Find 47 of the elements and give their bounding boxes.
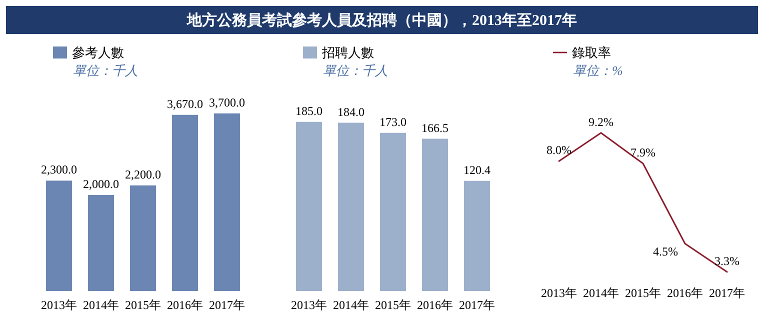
bar [296,122,322,291]
x-tick-label: 2013年 [291,298,327,312]
data-label: 3,670.0 [167,96,203,111]
text: 地方公務員考試參考人員及招聘（中國），2013年至2017年 [6,6,758,34]
data-label: 4.5% [653,244,678,259]
bar [172,114,198,291]
x-tick-label: 2014年 [333,298,369,312]
bar [214,113,240,291]
x-tick-label: 2015年 [125,298,161,312]
legend-label: 錄取率 [572,45,611,60]
bar [338,122,364,291]
data-label: 120.4 [464,162,490,177]
x-tick-label: 2015年 [375,298,411,312]
chart-subtitle: 單位：千人 [73,63,138,78]
data-label: 185.0 [296,104,322,118]
legend-label: 招聘人數 [321,45,374,60]
x-tick-label: 2016年 [667,286,703,300]
bar [88,195,114,291]
bar [380,132,406,291]
data-label: 2,200.0 [125,167,161,182]
bar [130,185,156,291]
x-tick-label: 2013年 [541,286,577,300]
bar [464,180,490,291]
bar [422,138,448,291]
x-tick-label: 2016年 [167,298,203,312]
data-label: 2,300.0 [41,162,77,177]
data-label: 3,700.0 [209,95,245,110]
data-label: 7.9% [630,146,656,160]
x-tick-label: 2013年 [41,298,77,312]
legend-label: 參考人數 [72,45,124,60]
x-tick-label: 2017年 [709,286,745,300]
x-tick-label: 2016年 [417,298,453,312]
data-label: 2,000.0 [83,177,119,191]
x-tick-label: 2014年 [83,298,119,312]
data-label: 184.0 [338,104,364,119]
chart-subtitle: 單位：% [573,63,623,78]
data-label: 166.5 [422,120,448,135]
x-tick-label: 2017年 [459,298,495,312]
chart-subtitle: 單位：千人 [323,63,388,78]
data-label: 3.3% [714,254,740,268]
data-label: 173.0 [380,114,406,129]
x-tick-label: 2017年 [209,298,245,312]
data-label: 9.2% [588,114,614,129]
data-label: 8.0% [546,143,572,158]
x-tick-label: 2014年 [583,286,619,300]
x-tick-label: 2015年 [625,286,661,300]
bar [46,180,72,291]
